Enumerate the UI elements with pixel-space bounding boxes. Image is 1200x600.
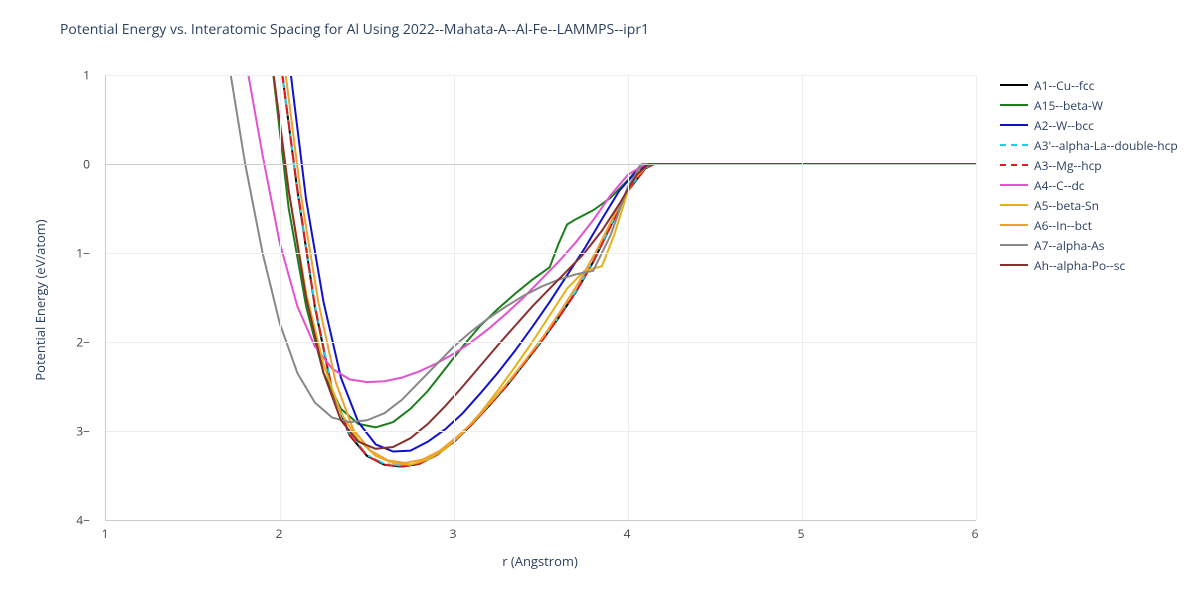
legend-label: A3--Mg--hcp bbox=[1034, 157, 1102, 174]
legend-item[interactable]: A3'--alpha-La--double-hcp bbox=[1000, 135, 1178, 155]
chart-title: Potential Energy vs. Interatomic Spacing… bbox=[60, 20, 649, 39]
legend-label: A5--beta-Sn bbox=[1034, 197, 1099, 214]
legend-item[interactable]: A2--W--bcc bbox=[1000, 115, 1178, 135]
curves-svg bbox=[106, 75, 976, 520]
chart-container: { "chart": { "type": "line", "title": "P… bbox=[0, 0, 1200, 600]
legend-label: A7--alpha-As bbox=[1034, 237, 1104, 254]
legend-item[interactable]: A3--Mg--hcp bbox=[1000, 155, 1178, 175]
legend-swatch bbox=[1000, 224, 1028, 226]
legend-swatch bbox=[1000, 104, 1028, 106]
series-line[interactable] bbox=[271, 75, 976, 465]
plot-area[interactable] bbox=[105, 75, 976, 521]
series-line[interactable] bbox=[271, 75, 976, 449]
legend-label: A3'--alpha-La--double-hcp bbox=[1034, 137, 1178, 154]
legend-swatch bbox=[1000, 244, 1028, 246]
x-tick: 4 bbox=[624, 525, 631, 542]
legend-swatch bbox=[1000, 184, 1028, 186]
x-tick: 3 bbox=[450, 525, 457, 542]
legend-label: A15--beta-W bbox=[1034, 97, 1103, 114]
legend-swatch bbox=[1000, 164, 1028, 166]
legend-swatch bbox=[1000, 144, 1028, 146]
legend-item[interactable]: A15--beta-W bbox=[1000, 95, 1178, 115]
legend-label: A6--In--bct bbox=[1034, 217, 1092, 234]
y-axis-label: Potential Energy (eV/atom) bbox=[31, 219, 49, 380]
series-line[interactable] bbox=[284, 75, 977, 463]
legend-label: A4--C--dc bbox=[1034, 177, 1085, 194]
legend-item[interactable]: A5--beta-Sn bbox=[1000, 195, 1178, 215]
legend: A1--Cu--fcc A15--beta-W A2--W--bcc A3'--alp… bbox=[1000, 75, 1178, 275]
legend-label: A1--Cu--fcc bbox=[1034, 77, 1094, 94]
legend-item[interactable]: Ah--alpha-Po--sc bbox=[1000, 255, 1178, 275]
legend-swatch bbox=[1000, 84, 1028, 86]
x-tick: 5 bbox=[798, 525, 805, 542]
x-tick: 2 bbox=[276, 525, 283, 542]
legend-item[interactable]: A4--C--dc bbox=[1000, 175, 1178, 195]
x-tick: 6 bbox=[972, 525, 979, 542]
legend-item[interactable]: A1--Cu--fcc bbox=[1000, 75, 1178, 95]
legend-item[interactable]: A6--In--bct bbox=[1000, 215, 1178, 235]
x-axis-label: r (Angstrom) bbox=[502, 552, 578, 570]
legend-swatch bbox=[1000, 204, 1028, 206]
series-line[interactable] bbox=[271, 75, 976, 427]
legend-label: A2--W--bcc bbox=[1034, 117, 1094, 134]
legend-label: Ah--alpha-Po--sc bbox=[1034, 257, 1125, 274]
legend-swatch bbox=[1000, 124, 1028, 126]
legend-item[interactable]: A7--alpha-As bbox=[1000, 235, 1178, 255]
series-line[interactable] bbox=[289, 75, 976, 451]
x-tick: 1 bbox=[102, 525, 109, 542]
legend-swatch bbox=[1000, 264, 1028, 266]
